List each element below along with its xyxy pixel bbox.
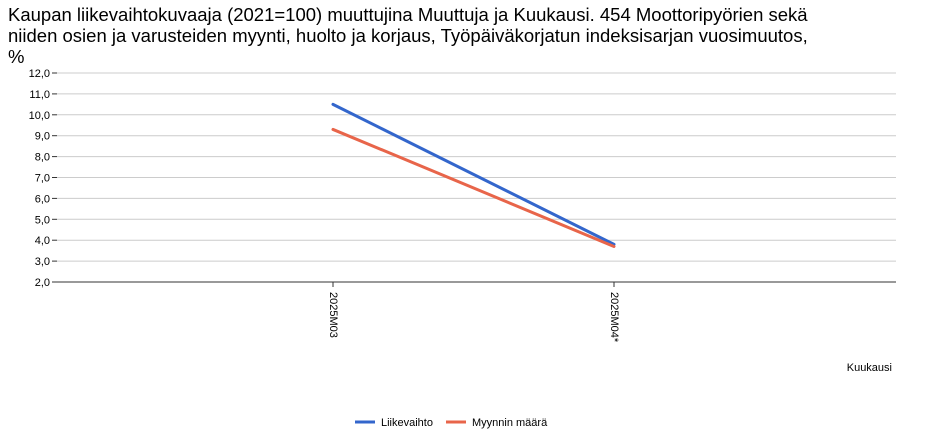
gridlines: [57, 72, 896, 262]
y-axis-ticks: 2,0 3,0 4,0 5,0 6,0 7,0 8,0 9,0 10,0 11,0 12,0: [29, 68, 57, 289]
y-tick-label: 10,0: [29, 110, 50, 122]
y-tick-label: 2,0: [35, 277, 50, 289]
x-tick-label: 2025M03: [327, 292, 339, 338]
legend-label: Liikevaihto: [381, 417, 433, 429]
x-axis-title: Kuukausi: [847, 362, 892, 374]
x-axis-ticks: 2025M03 2025M04*: [327, 282, 620, 343]
chart-title-line-2: niiden osien ja varusteiden myynti, huol…: [8, 25, 808, 46]
y-tick-label: 12,0: [29, 68, 50, 80]
series-line-2: [331, 127, 616, 248]
y-tick-label: 11,0: [29, 89, 50, 101]
y-tick-label: 3,0: [35, 256, 50, 268]
series-line-1: [331, 102, 616, 246]
y-tick-label: 8,0: [35, 152, 50, 164]
chart-title-line-1: Kaupan liikevaihtokuvaaja (2021=100) muu…: [8, 4, 808, 25]
chart-title-line-3: %: [8, 46, 25, 67]
y-tick-label: 7,0: [35, 173, 50, 185]
y-tick-label: 9,0: [35, 131, 50, 143]
y-tick-label: 6,0: [35, 193, 50, 205]
y-tick-label: 5,0: [35, 214, 50, 226]
legend[interactable]: Liikevaihto Myynnin määrä: [355, 417, 548, 429]
x-tick-label: 2025M04*: [608, 292, 620, 343]
y-tick-label: 4,0: [35, 235, 50, 247]
chart-title: Kaupan liikevaihtokuvaaja (2021=100) muu…: [8, 4, 938, 67]
series-lines: [331, 102, 616, 248]
legend-label: Myynnin määrä: [472, 417, 548, 429]
